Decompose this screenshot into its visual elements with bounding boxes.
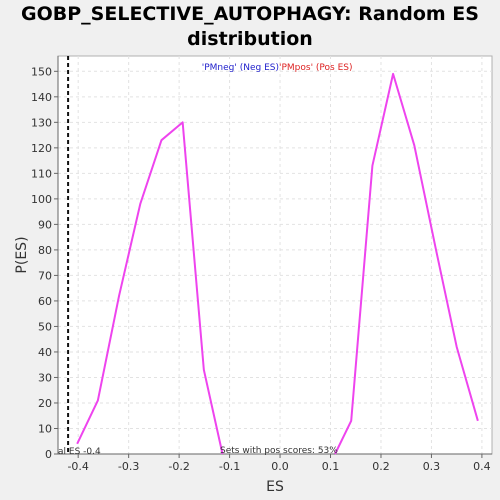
x-tick-label: 0.2	[372, 460, 390, 473]
y-tick-label: 150	[31, 65, 52, 78]
x-tick-label: -0.3	[118, 460, 139, 473]
y-tick-label: 70	[38, 269, 52, 282]
x-axis-label: ES	[266, 479, 284, 495]
series-line-pos	[334, 72, 479, 455]
y-tick-label: 140	[31, 91, 52, 104]
x-tick-label: 0.4	[473, 460, 491, 473]
y-axis-label: P(ES)	[14, 236, 30, 273]
actual-es-label: al ES -0.4	[58, 447, 101, 457]
x-tick-label: 0.0	[271, 460, 289, 473]
x-tick-label: 0.1	[322, 460, 340, 473]
grid-lines	[58, 56, 492, 455]
pos-scores-annotation: Sets with pos scores: 53%	[220, 446, 338, 456]
y-tick-label: 40	[38, 346, 52, 359]
series-line-neg	[76, 121, 224, 455]
series-lines	[76, 72, 479, 455]
y-tick-label: 100	[31, 193, 52, 206]
y-tick-label: 10	[38, 422, 52, 435]
y-tick-label: 0	[45, 448, 52, 461]
y-tick-label: 30	[38, 371, 52, 384]
y-tick-label: 110	[31, 167, 52, 180]
x-tick-label: -0.2	[168, 460, 189, 473]
y-tick-label: 90	[38, 218, 52, 231]
y-tick-label: 130	[31, 116, 52, 129]
y-tick-label: 60	[38, 295, 52, 308]
chart-title-line2: distribution	[187, 28, 313, 50]
axes: 0 10 20 30 40 50 60 70 80 90 100 110 120 130 140 150 -0.…	[31, 56, 492, 473]
y-tick-label: 20	[38, 397, 52, 410]
y-tick-label: 80	[38, 244, 52, 257]
legend-neg: 'PMneg' (Neg ES)	[202, 63, 279, 73]
x-tick-label: -0.1	[219, 460, 240, 473]
x-tick-label: -0.4	[67, 460, 88, 473]
y-tick-label: 50	[38, 320, 52, 333]
x-tick-label: 0.3	[423, 460, 441, 473]
chart-title-line1: GOBP_SELECTIVE_AUTOPHAGY: Random ES	[21, 3, 479, 25]
y-tick-label: 120	[31, 142, 52, 155]
plot-area	[57, 55, 493, 455]
legend-pos: 'PMpos' (Pos ES)	[279, 63, 353, 73]
chart-title: GOBP_SELECTIVE_AUTOPHAGY: Random ES dist…	[0, 2, 500, 52]
